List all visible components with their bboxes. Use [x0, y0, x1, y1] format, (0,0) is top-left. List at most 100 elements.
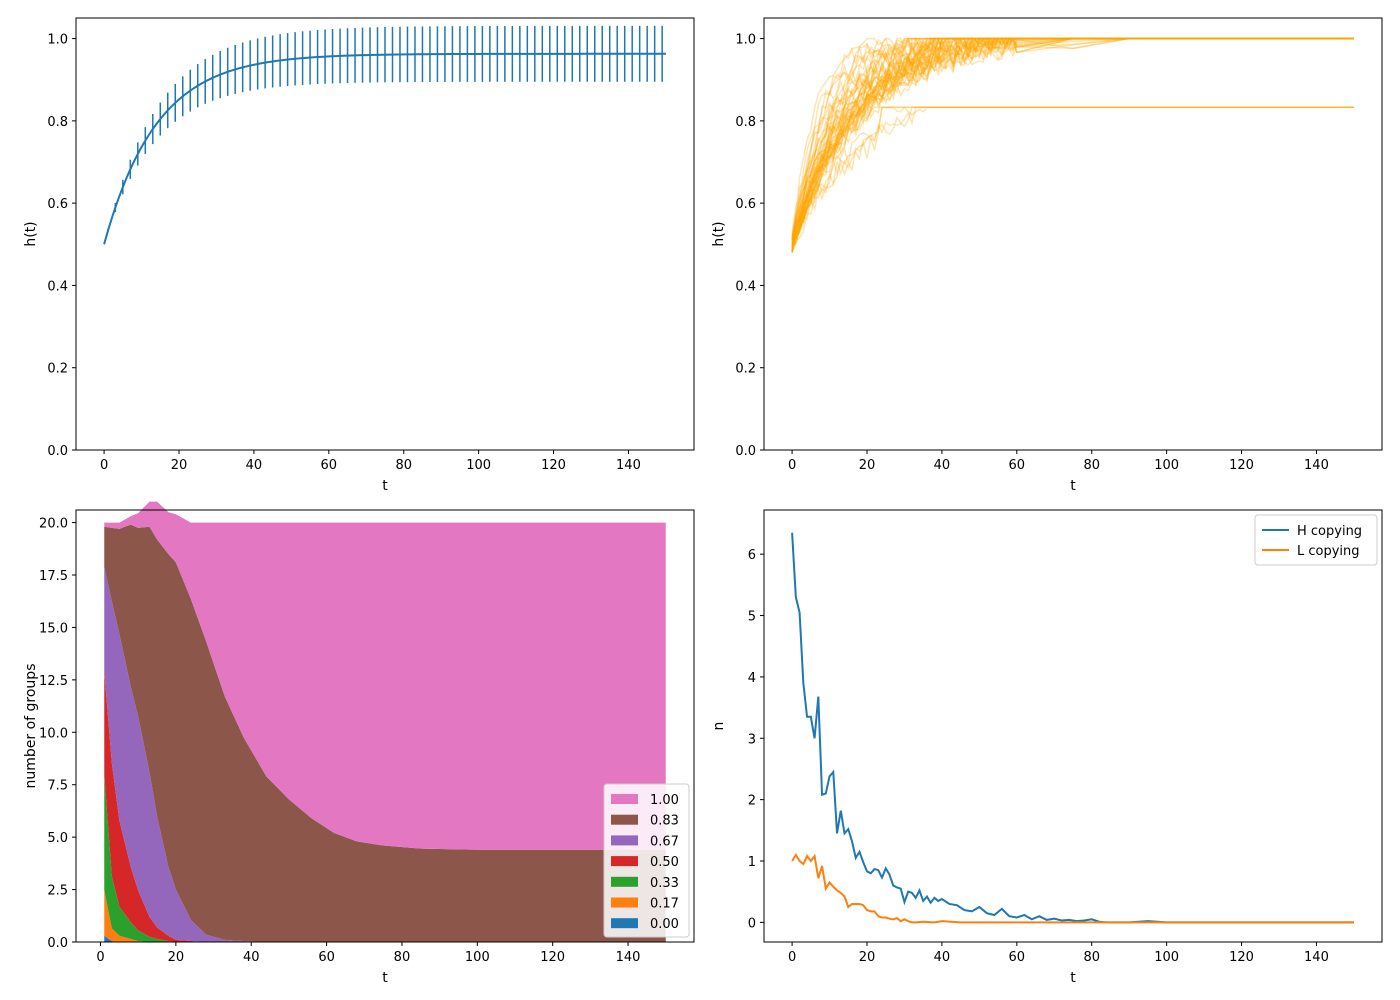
- x-tick-label: 0: [100, 458, 108, 473]
- trajectory-line: [791, 37, 1354, 244]
- trajectory-line: [791, 36, 1354, 235]
- trajectory-line: [791, 37, 1354, 249]
- trajectory-line: [791, 37, 1354, 241]
- y-tick-label: 0.8: [735, 115, 756, 130]
- y-tick-label: 2.5: [47, 884, 68, 899]
- trajectory-line: [791, 37, 1354, 251]
- y-tick-label: 6: [748, 548, 756, 563]
- y-axis-label: n: [711, 722, 727, 731]
- trajectory-line: [791, 37, 1354, 253]
- trajectory-line: [791, 36, 1354, 239]
- trajectory-line: [791, 37, 1354, 243]
- x-tick-label: 140: [616, 458, 641, 473]
- legend-label: 0.83: [650, 814, 679, 829]
- y-axis-label: number of groups: [23, 664, 39, 789]
- trajectory-line: [791, 36, 1354, 240]
- x-tick-label: 140: [1304, 950, 1329, 965]
- trajectory-line: [791, 37, 1354, 253]
- trajectory-line: [791, 37, 1354, 243]
- x-tick-label: 120: [1229, 950, 1254, 965]
- trajectory-line: [791, 37, 1354, 241]
- trajectory-line: [791, 37, 1354, 253]
- trajectory-line: [791, 37, 1354, 245]
- x-axis-label: t: [1070, 970, 1076, 986]
- y-tick-label: 0.0: [47, 444, 68, 459]
- trajectory-line: [791, 106, 1354, 246]
- trajectory-line: [791, 36, 1354, 243]
- y-tick-label: 0.4: [47, 279, 68, 294]
- trajectory-line: [791, 37, 1354, 251]
- x-tick-label: 140: [616, 950, 641, 965]
- trajectory-line: [791, 36, 1354, 235]
- y-tick-label: 0.2: [735, 362, 756, 377]
- area-band-0-67: [104, 566, 666, 942]
- trajectory-line: [791, 37, 1354, 245]
- trajectory-line: [791, 37, 1354, 246]
- legend: 1.00 0.83 0.67 0.50 0.33 0.17 0.00: [603, 783, 690, 938]
- x-axis-label: t: [1070, 478, 1076, 494]
- y-tick-label: 0.6: [47, 197, 68, 212]
- trajectory-line: [791, 37, 1354, 246]
- legend-label: 0.17: [650, 897, 679, 912]
- chart-panel-top-left: 0 20 40 60 80 100 120 140 0.0 0.2 0.4 0.6 0.8 1.0 t h(t…: [23, 17, 695, 494]
- y-tick-label: 1.0: [47, 33, 68, 48]
- trajectory-lines: [791, 36, 1354, 253]
- trajectory-line: [791, 36, 1354, 237]
- trajectory-line: [791, 37, 1354, 253]
- legend: H copying L copying: [1254, 514, 1378, 566]
- y-tick-label: 2: [748, 794, 756, 809]
- trajectory-line: [791, 37, 1354, 242]
- legend-label: 0.00: [650, 917, 679, 932]
- legend-swatch: [611, 897, 638, 908]
- trajectory-line: [791, 106, 1354, 244]
- legend-swatch: [611, 794, 638, 804]
- trajectory-line: [791, 106, 1354, 250]
- plot-frame: [75, 17, 695, 451]
- y-tick-label: 0.8: [47, 115, 68, 130]
- x-tick-label: 100: [465, 950, 490, 965]
- plot-frame: [763, 17, 1383, 451]
- trajectory-line: [791, 36, 1354, 249]
- x-tick-label: 20: [859, 458, 876, 473]
- trajectory-line: [791, 37, 1354, 246]
- trajectory-line: [791, 36, 1354, 252]
- y-tick-label: 0.0: [735, 444, 756, 459]
- trajectory-line: [791, 37, 1354, 253]
- trajectory-line: [791, 36, 1354, 245]
- trajectory-line: [791, 37, 1354, 238]
- x-tick-label: 80: [1083, 458, 1100, 473]
- legend-label: 1.00: [650, 793, 679, 808]
- x-tick-label: 120: [541, 458, 566, 473]
- y-tick-label: 0: [748, 916, 756, 931]
- legend-swatch: [611, 814, 638, 825]
- trajectory-line: [791, 37, 1354, 253]
- x-tick-label: 60: [321, 458, 338, 473]
- plot-frame: [763, 509, 1383, 943]
- y-tick-label: 3: [748, 732, 756, 747]
- x-tick-label: 120: [540, 950, 565, 965]
- x-tick-label: 40: [934, 458, 951, 473]
- legend-label: H copying: [1297, 524, 1362, 539]
- x-tick-label: 40: [934, 950, 951, 965]
- legend-label: 0.67: [650, 834, 679, 849]
- series-line-l-copying: [791, 852, 1354, 924]
- trajectory-line: [791, 37, 1354, 236]
- trajectory-line: [791, 37, 1354, 245]
- y-tick-label: 0.0: [47, 936, 68, 951]
- trajectory-line: [791, 37, 1354, 249]
- chart-panel-top-right: 0 20 40 60 80 100 120 140 0.0 0.2 0.4 0.6 0.8 1.0 t h(t…: [711, 17, 1383, 494]
- trajectory-line: [791, 36, 1354, 241]
- trajectory-line: [791, 37, 1354, 243]
- legend-label: 0.33: [650, 876, 679, 891]
- legend-swatch: [611, 835, 638, 846]
- x-tick-label: 40: [243, 950, 260, 965]
- y-tick-label: 17.5: [39, 569, 68, 584]
- y-tick-label: 1: [748, 855, 756, 870]
- y-tick-label: 15.0: [39, 621, 68, 636]
- trajectory-line: [791, 106, 1354, 249]
- y-axis-label: h(t): [711, 221, 727, 246]
- trajectory-line: [791, 36, 1354, 248]
- x-axis-label: t: [382, 478, 388, 494]
- y-tick-label: 1.0: [735, 33, 756, 48]
